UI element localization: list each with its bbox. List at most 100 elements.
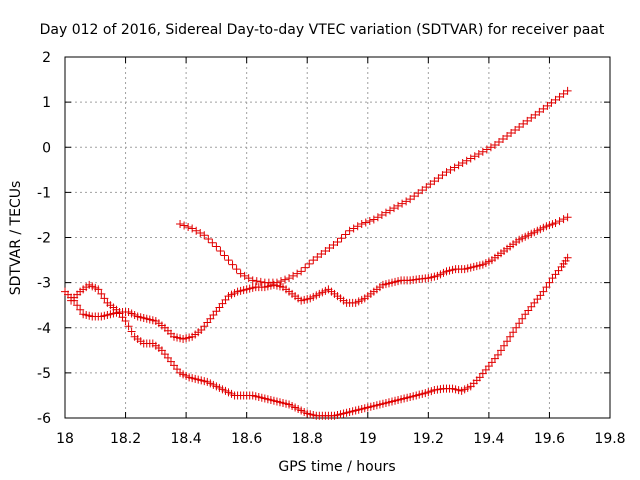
series-1 bbox=[176, 86, 572, 287]
data-point bbox=[539, 104, 548, 113]
x-tick-label: 19 bbox=[359, 431, 377, 447]
data-point bbox=[462, 156, 471, 165]
data-point bbox=[422, 183, 431, 192]
data-point bbox=[244, 274, 253, 283]
y-tick-label: 1 bbox=[42, 95, 51, 111]
data-point bbox=[377, 210, 386, 219]
data-point bbox=[494, 137, 503, 146]
data-point bbox=[555, 217, 564, 226]
data-point bbox=[414, 189, 423, 198]
data-point bbox=[406, 195, 415, 204]
data-point bbox=[373, 213, 382, 222]
data-point bbox=[369, 215, 378, 224]
data-point bbox=[454, 161, 463, 170]
data-point bbox=[321, 247, 330, 256]
data-point bbox=[493, 350, 502, 359]
x-axis-label: GPS time / hours bbox=[278, 459, 395, 475]
data-point bbox=[559, 215, 568, 224]
data-point bbox=[497, 346, 505, 355]
data-point bbox=[285, 274, 294, 283]
data-point bbox=[490, 140, 499, 149]
data-point bbox=[519, 119, 528, 128]
data-point bbox=[466, 154, 475, 163]
data-point bbox=[503, 337, 512, 346]
data-point bbox=[426, 180, 435, 189]
data-point bbox=[224, 256, 233, 265]
data-point bbox=[232, 265, 241, 274]
data-point bbox=[543, 101, 552, 110]
data-point bbox=[523, 116, 532, 125]
x-tick-label: 18.2 bbox=[110, 431, 141, 447]
data-point bbox=[518, 314, 527, 323]
data-point bbox=[527, 113, 536, 122]
data-point bbox=[394, 201, 403, 210]
data-point bbox=[478, 147, 487, 156]
series-2 bbox=[61, 213, 572, 344]
data-point bbox=[94, 285, 103, 294]
data-point bbox=[555, 92, 564, 101]
y-tick-label: 2 bbox=[42, 50, 51, 66]
data-point bbox=[486, 143, 495, 152]
data-point bbox=[289, 271, 298, 280]
data-point bbox=[446, 165, 455, 174]
data-point bbox=[390, 204, 399, 213]
data-point bbox=[329, 241, 338, 250]
y-tick-label: -1 bbox=[37, 185, 51, 201]
data-point bbox=[192, 226, 201, 235]
data-point bbox=[506, 332, 515, 341]
data-point bbox=[240, 271, 249, 280]
y-tick-label: -2 bbox=[37, 231, 51, 247]
y-tick-label: 0 bbox=[42, 140, 51, 156]
x-tick-label: 19.2 bbox=[413, 431, 444, 447]
data-point bbox=[503, 131, 512, 140]
data-point bbox=[337, 234, 346, 243]
data-point bbox=[438, 171, 447, 180]
data-point bbox=[515, 319, 524, 328]
data-point bbox=[204, 235, 213, 244]
data-point bbox=[220, 251, 229, 260]
data-point bbox=[97, 289, 106, 298]
data-point bbox=[180, 221, 189, 230]
data-point bbox=[458, 159, 467, 168]
data-point bbox=[276, 277, 285, 286]
x-tick-label: 19.4 bbox=[473, 431, 504, 447]
data-point bbox=[353, 222, 362, 231]
data-point bbox=[547, 98, 556, 107]
data-point bbox=[563, 253, 572, 262]
x-tick-label: 18.8 bbox=[292, 431, 323, 447]
data-point bbox=[507, 128, 516, 137]
data-point bbox=[313, 253, 322, 262]
series-3 bbox=[67, 253, 572, 420]
data-point bbox=[410, 192, 419, 201]
x-tick-label: 19.6 bbox=[534, 431, 565, 447]
data-point bbox=[293, 269, 302, 278]
data-point bbox=[341, 230, 350, 239]
data-point bbox=[509, 328, 518, 337]
data-point bbox=[542, 283, 551, 292]
data-point bbox=[474, 150, 483, 159]
data-point bbox=[559, 89, 568, 98]
data-point bbox=[127, 327, 136, 336]
grid-layer bbox=[65, 57, 610, 418]
data-point bbox=[418, 186, 427, 195]
y-axis-label: SDTVAR / TECUs bbox=[8, 181, 24, 296]
data-point bbox=[511, 125, 520, 134]
data-point bbox=[545, 278, 554, 287]
data-point bbox=[402, 197, 411, 206]
y-tick-label: -4 bbox=[37, 321, 51, 337]
data-point bbox=[73, 301, 82, 310]
chart-title: Day 012 of 2016, Sidereal Day-to-day VTE… bbox=[40, 22, 605, 38]
data-point bbox=[121, 316, 130, 325]
data-point bbox=[365, 216, 374, 225]
data-point bbox=[256, 277, 265, 286]
data-point bbox=[252, 277, 261, 286]
data-point bbox=[200, 231, 209, 240]
data-point bbox=[515, 122, 524, 131]
data-point bbox=[535, 107, 544, 116]
x-tick-label: 18.6 bbox=[231, 431, 262, 447]
data-point bbox=[349, 224, 358, 233]
data-point bbox=[450, 163, 459, 172]
data-point bbox=[216, 247, 225, 256]
x-tick-label: 18 bbox=[56, 431, 74, 447]
data-point bbox=[381, 208, 390, 217]
